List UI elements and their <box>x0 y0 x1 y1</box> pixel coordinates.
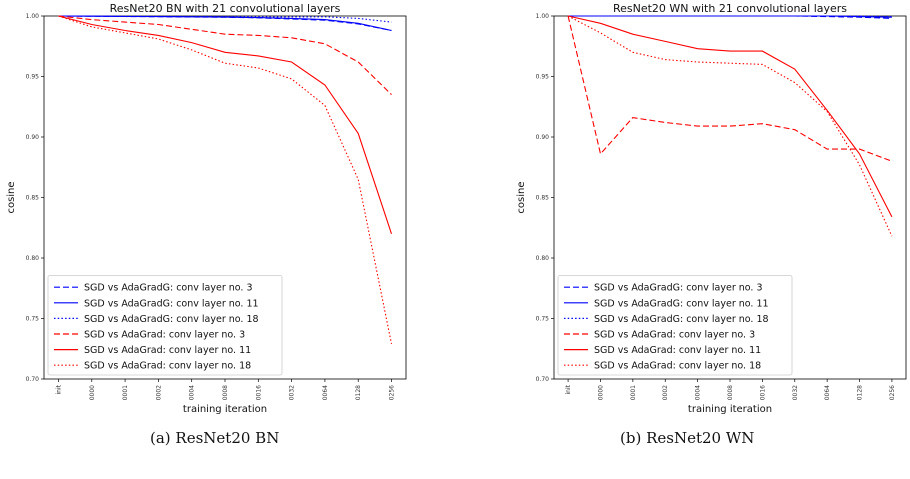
legend-label: SGD vs AdaGrad: conv layer no. 11 <box>84 345 251 356</box>
x-axis-label: training iteration <box>688 404 772 415</box>
chart-title: ResNet20 WN with 21 convolutional layers <box>613 2 847 15</box>
y-axis-label: cosine <box>516 181 527 213</box>
series-line-6 <box>58 15 393 345</box>
x-tick-label: 0128 <box>355 385 362 400</box>
y-tick-label: 0.95 <box>26 74 40 81</box>
legend: SGD vs AdaGradG: conv layer no. 3 SGD vs … <box>47 274 283 376</box>
legend-label: SGD vs AdaGrad: conv layer no. 18 <box>594 361 761 372</box>
x-tick-label: 0016 <box>759 385 766 400</box>
y-tick-label: 0.85 <box>26 195 40 202</box>
x-tick-label: 0008 <box>727 385 734 400</box>
y-tick-label: 0.90 <box>26 134 40 141</box>
series-line-1 <box>58 15 392 32</box>
y-tick-label: 0.70 <box>536 376 550 383</box>
legend-label: SGD vs AdaGrad: conv layer no. 3 <box>594 330 755 341</box>
legend-label: SGD vs AdaGradG: conv layer no. 18 <box>594 314 769 325</box>
y-tick-label: 0.75 <box>26 316 40 323</box>
y-tick-label: 1.00 <box>536 13 550 20</box>
series-line-3 <box>58 15 392 23</box>
y-tick-label: 0.85 <box>536 195 550 202</box>
x-tick-label: 0256 <box>389 385 396 400</box>
x-tick-label: 0032 <box>792 385 799 400</box>
series-line-4 <box>58 15 392 95</box>
y-tick-label: 0.80 <box>536 255 550 262</box>
y-tick-label: 0.75 <box>536 316 550 323</box>
series-line-5 <box>58 15 393 234</box>
x-axis-label: training iteration <box>183 404 267 415</box>
x-tick-label: 0064 <box>322 385 329 400</box>
x-tick-label: 0016 <box>255 385 262 400</box>
x-tick-label: init <box>55 384 62 394</box>
y-tick-label: 0.80 <box>26 255 40 262</box>
caption-a: (a) ResNet20 BN <box>150 429 280 447</box>
x-tick-label: 0001 <box>630 385 637 400</box>
series-line-5 <box>567 15 893 218</box>
legend-label: SGD vs AdaGrad: conv layer no. 11 <box>594 345 761 356</box>
x-tick-label: 0000 <box>597 385 604 400</box>
x-tick-label: init <box>565 384 572 394</box>
x-tick-label: 0002 <box>155 385 162 400</box>
legend-label: SGD vs AdaGrad: conv layer no. 3 <box>84 330 245 341</box>
legend-label: SGD vs AdaGradG: conv layer no. 11 <box>84 298 259 309</box>
chart-panel-1: ResNet20 BN with 21 convolutional layers… <box>6 2 407 415</box>
y-axis-label: cosine <box>6 181 17 213</box>
caption-b: (b) ResNet20 WN <box>620 429 755 447</box>
legend-label: SGD vs AdaGradG: conv layer no. 3 <box>594 283 763 294</box>
legend-label: SGD vs AdaGradG: conv layer no. 18 <box>84 314 259 325</box>
x-tick-label: 0004 <box>695 385 702 400</box>
legend: SGD vs AdaGradG: conv layer no. 3 SGD vs … <box>557 274 793 376</box>
x-tick-label: 0064 <box>824 385 831 400</box>
legend-label: SGD vs AdaGradG: conv layer no. 3 <box>84 283 253 294</box>
chart-title: ResNet20 BN with 21 convolutional layers <box>110 2 341 15</box>
y-tick-label: 0.70 <box>26 376 40 383</box>
x-tick-label: 0002 <box>662 385 669 400</box>
x-tick-label: 0000 <box>89 385 96 400</box>
y-tick-label: 0.90 <box>536 134 550 141</box>
series-line-4 <box>567 15 893 162</box>
x-tick-label: 0032 <box>289 385 296 400</box>
x-tick-label: 0256 <box>889 385 896 400</box>
series-line-2 <box>568 15 892 18</box>
y-tick-label: 1.00 <box>26 13 40 20</box>
legend-label: SGD vs AdaGradG: conv layer no. 11 <box>594 298 769 309</box>
x-tick-label: 0008 <box>222 385 229 400</box>
x-tick-label: 0128 <box>857 385 864 400</box>
legend-label: SGD vs AdaGrad: conv layer no. 18 <box>84 361 251 372</box>
x-tick-label: 0004 <box>189 385 196 400</box>
y-tick-label: 0.95 <box>536 74 550 81</box>
legend-box <box>47 274 283 376</box>
x-tick-label: 0001 <box>122 385 129 400</box>
chart-panel-2: ResNet20 WN with 21 convolutional layers… <box>516 2 907 415</box>
series-line-2 <box>58 15 392 32</box>
legend-box <box>557 274 793 376</box>
